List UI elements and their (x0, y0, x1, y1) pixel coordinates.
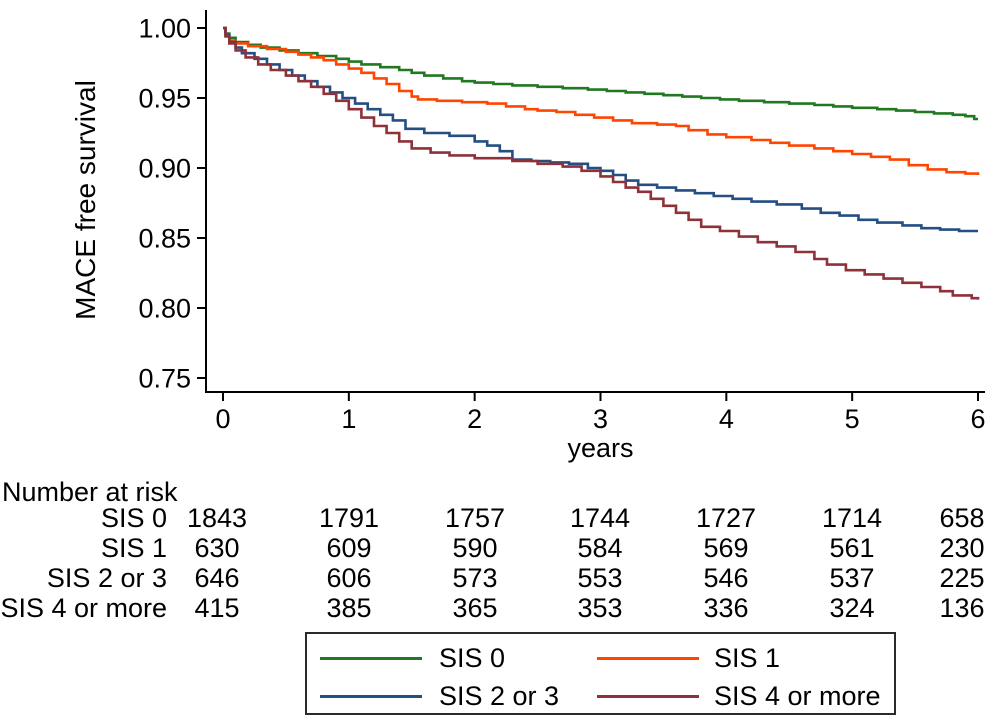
risk-count: 353 (577, 593, 623, 623)
risk-table-title: Number at risk (2, 477, 178, 507)
table-row: SIS 2 or 3 646 606 573 553 546 537 225 (0, 563, 1000, 593)
risk-count: 630 (194, 533, 240, 563)
x-tick-label: 2 (467, 404, 482, 434)
y-tick-label: 0.85 (138, 224, 191, 254)
legend-label: SIS 0 (439, 643, 506, 673)
risk-count: 573 (452, 563, 498, 593)
risk-row-label: SIS 1 (100, 533, 167, 563)
risk-count: 606 (326, 563, 372, 593)
legend-label: SIS 4 or more (714, 681, 881, 711)
km-curve-sis-1 (223, 26, 980, 175)
risk-count: 537 (829, 563, 875, 593)
risk-row-label: SIS 2 or 3 (46, 563, 167, 593)
legend-line-swatch (597, 694, 699, 698)
y-tick-label: 0.95 (138, 84, 191, 114)
risk-count: 230 (939, 533, 985, 563)
y-axis-label: MACE free survival (70, 80, 101, 320)
legend: SIS 0 SIS 1 SIS 2 or 3 SIS 4 or more (305, 632, 896, 715)
axis-lines (205, 10, 985, 393)
risk-count: 584 (577, 533, 623, 563)
risk-count: 1744 (569, 503, 631, 533)
x-tick-label: 1 (341, 404, 356, 434)
legend-label: SIS 2 or 3 (439, 681, 560, 711)
risk-count: 1757 (444, 503, 506, 533)
risk-row-label: SIS 4 or more (0, 593, 167, 623)
legend-label: SIS 1 (714, 643, 781, 673)
y-tick-label: 0.75 (138, 364, 191, 394)
risk-count: 553 (577, 563, 623, 593)
x-tick-label: 0 (215, 404, 230, 434)
risk-count: 1843 (186, 503, 248, 533)
risk-row-label: SIS 0 (100, 503, 167, 533)
risk-count: 415 (194, 593, 240, 623)
legend-line-swatch (320, 656, 422, 660)
risk-count: 1714 (821, 503, 883, 533)
risk-count: 225 (939, 563, 985, 593)
y-tick-label: 1.00 (138, 14, 191, 44)
risk-count: 324 (829, 593, 875, 623)
risk-count: 1727 (695, 503, 757, 533)
km-curve-sis-4-or-more (223, 26, 980, 300)
risk-count: 365 (452, 593, 498, 623)
risk-count: 646 (194, 563, 240, 593)
legend-line-swatch (320, 694, 422, 698)
risk-count: 1791 (318, 503, 380, 533)
y-tick-label: 0.80 (138, 294, 191, 324)
x-axis-label: years (567, 433, 633, 463)
x-tick-label: 3 (593, 404, 608, 434)
table-row: SIS 0 1843 1791 1757 1744 1727 1714 658 (0, 503, 1000, 533)
x-tick-label: 5 (845, 404, 860, 434)
risk-count: 569 (703, 533, 749, 563)
risk-count: 546 (703, 563, 749, 593)
km-plot: 1.00 0.95 0.90 0.85 0.80 0.75 0 1 2 3 4 5 6 years MACE… (70, 10, 986, 463)
risk-count: 658 (939, 503, 985, 533)
risk-count: 590 (452, 533, 498, 563)
y-tick-label: 0.90 (138, 154, 191, 184)
legend-line-swatch (597, 656, 699, 660)
risk-count: 609 (326, 533, 372, 563)
risk-count: 336 (703, 593, 749, 623)
risk-count: 385 (326, 593, 372, 623)
risk-count: 561 (829, 533, 875, 563)
km-curve-sis-0 (223, 26, 978, 121)
x-tick-label: 6 (970, 404, 985, 434)
risk-count: 136 (939, 593, 985, 623)
x-tick-label: 4 (719, 404, 734, 434)
table-row: SIS 4 or more 415 385 365 353 336 324 136 (0, 593, 1000, 623)
table-row: SIS 1 630 609 590 584 569 561 230 (0, 533, 1000, 563)
